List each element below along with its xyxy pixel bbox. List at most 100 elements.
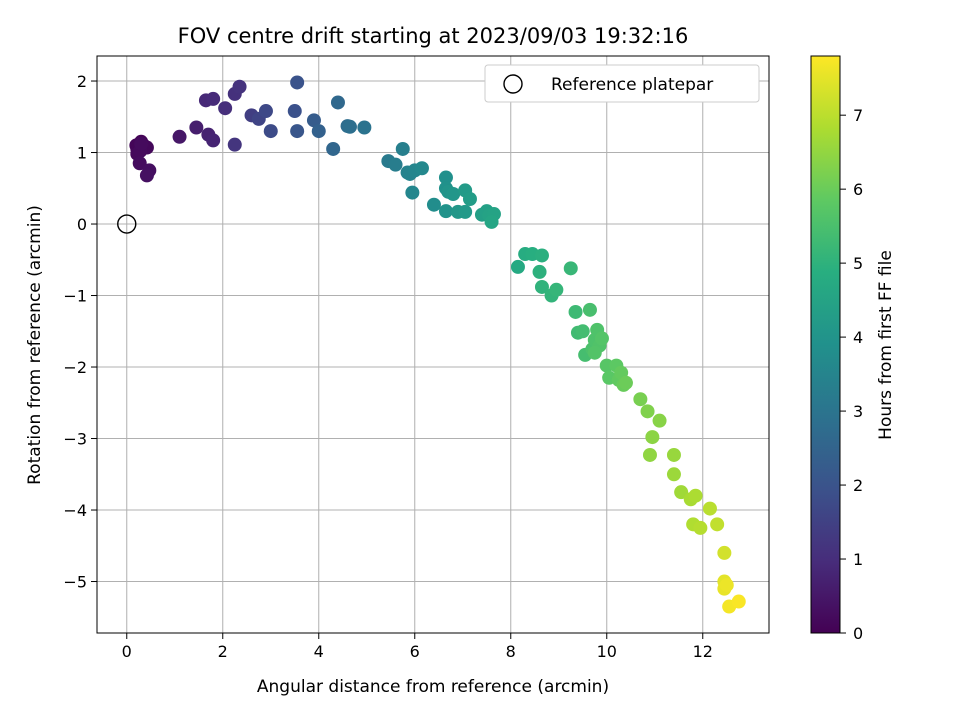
colorbar-label: Hours from first FF file [876,250,896,440]
data-point [688,488,703,503]
data-point [594,331,609,346]
data-point [693,520,708,535]
plot-frame [96,55,770,634]
data-point [232,79,247,94]
data-point [342,119,357,134]
data-point [132,156,147,171]
data-point [287,104,302,119]
data-point [587,345,602,360]
y-axis-label: Rotation from reference (arcmin) [25,205,45,485]
legend: Reference platepar [484,64,760,103]
x-axis-ticks: 0 2 4 6 8 10 12 [122,633,713,661]
y-tick-label: −2 [63,358,87,377]
colorbar-ticks: 0 1 2 3 4 5 6 7 [840,106,863,643]
data-point [719,578,734,593]
grid-lines [97,56,769,633]
chart-title: FOV centre drift starting at 2023/09/03 … [178,24,689,48]
legend-label: Reference platepar [551,75,713,95]
colorbar-tick-label: 5 [853,254,863,273]
data-point [666,467,681,482]
y-tick-label: 1 [77,144,87,163]
colorbar [810,55,841,634]
y-tick-label: −5 [63,573,87,592]
data-point [582,302,597,317]
data-point [326,141,341,156]
data-point [717,545,732,560]
data-point [172,129,187,144]
legend-box [484,64,760,103]
data-point [642,447,657,462]
data-point [388,157,403,172]
colorbar-tick-label: 7 [853,106,863,125]
data-point [139,168,154,183]
data-point [290,75,305,90]
data-point [206,133,221,148]
y-tick-label: 0 [77,215,87,234]
data-point [258,104,273,119]
data-point [290,124,305,139]
x-tick-label: 0 [122,642,132,661]
data-point [702,501,717,516]
data-point [306,113,321,128]
data-point [575,324,590,339]
x-tick-label: 8 [506,642,516,661]
data-point [330,95,345,110]
y-axis-ticks: −5 −4 −3 −2 −1 0 1 2 [63,72,97,592]
data-point [462,191,477,206]
colorbar-tick-label: 1 [853,550,863,569]
data-point [189,120,204,135]
data-point [666,447,681,462]
colorbar-tick-label: 3 [853,402,863,421]
reference-platepar-marker [117,214,137,234]
data-point [414,161,429,176]
data-point [206,91,221,106]
data-point [599,358,614,373]
colorbar-tick-label: 4 [853,328,863,347]
y-tick-label: −1 [63,287,87,306]
data-point [652,413,667,428]
data-point [618,375,633,390]
data-point [484,214,499,229]
data-point [532,264,547,279]
data-point [134,136,149,151]
colorbar-tick-label: 2 [853,476,863,495]
legend-marker-icon [503,74,523,94]
data-point [633,392,648,407]
data-point [563,261,578,276]
data-point [218,101,233,116]
x-tick-label: 6 [410,642,420,661]
data-point [438,204,453,219]
x-tick-label: 2 [218,642,228,661]
x-tick-label: 12 [693,642,713,661]
data-point [263,124,278,139]
data-point [395,141,410,156]
data-point [645,430,660,445]
data-point [568,304,583,319]
data-point [534,248,549,263]
data-point [674,485,689,500]
data-point [549,282,564,297]
x-axis-label: Angular distance from reference (arcmin) [257,677,609,697]
data-point [534,279,549,294]
data-point [426,197,441,212]
data-point [710,517,725,532]
data-points [129,75,746,614]
data-point [510,259,525,274]
data-point [640,404,655,419]
data-point [227,137,242,152]
x-tick-label: 10 [597,642,617,661]
data-point [458,204,473,219]
x-tick-label: 4 [314,642,324,661]
data-point [438,170,453,185]
colorbar-tick-label: 6 [853,180,863,199]
data-point [357,120,372,135]
data-point [731,594,746,609]
y-tick-label: −4 [63,501,87,520]
data-point [446,186,461,201]
y-tick-label: −3 [63,430,87,449]
data-point [405,185,420,200]
y-tick-label: 2 [77,72,87,91]
data-point [311,124,326,139]
colorbar-tick-label: 0 [853,624,863,643]
